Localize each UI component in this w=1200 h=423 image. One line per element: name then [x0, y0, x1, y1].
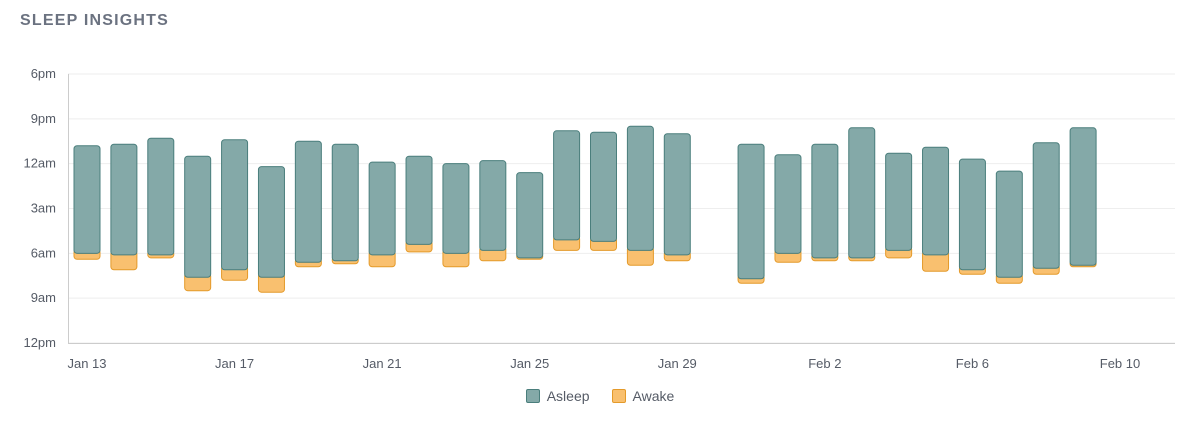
bar-asleep	[737, 143, 765, 280]
legend-swatch-asleep	[525, 389, 540, 403]
y-tick-label: 6am	[31, 245, 56, 260]
x-tick-label: Jan 17	[215, 356, 254, 371]
legend-item-awake[interactable]: Awake	[611, 388, 675, 404]
bar-asleep	[294, 140, 322, 263]
legend-swatch-awake	[611, 389, 626, 403]
bar-asleep	[811, 143, 839, 259]
x-tick-label: Feb 10	[1100, 356, 1140, 371]
x-tick-label: Feb 6	[956, 356, 989, 371]
bar-asleep	[663, 133, 691, 256]
bar-asleep	[885, 152, 913, 251]
bar-asleep	[774, 154, 802, 254]
bar-asleep	[73, 145, 101, 254]
y-tick-label: 6pm	[31, 66, 56, 81]
y-tick-label: 9am	[31, 290, 56, 305]
x-tick-label: Feb 2	[808, 356, 841, 371]
bar-asleep	[257, 166, 285, 278]
bar-asleep	[147, 137, 175, 256]
bar-asleep	[590, 131, 617, 242]
legend-item-asleep[interactable]: Asleep	[525, 388, 590, 404]
bar-asleep	[995, 170, 1023, 278]
bar-asleep	[479, 160, 507, 251]
bar-asleep	[442, 163, 470, 254]
chart-legend: Asleep Awake	[0, 388, 1200, 404]
bar-asleep	[1069, 127, 1097, 266]
y-tick-label: 9pm	[31, 111, 56, 126]
y-tick-label: 12pm	[23, 335, 56, 350]
legend-label-awake: Awake	[632, 388, 675, 404]
bar-asleep	[626, 125, 654, 251]
y-tick-label: 12am	[23, 156, 56, 171]
bar-asleep	[516, 172, 544, 259]
legend-label-asleep: Asleep	[546, 388, 590, 404]
bar-asleep	[958, 158, 986, 271]
bar-asleep	[331, 143, 359, 262]
bar-asleep	[221, 139, 249, 271]
bar-asleep	[922, 146, 950, 256]
x-tick-label: Jan 21	[363, 356, 402, 371]
x-tick-label: Jan 25	[510, 356, 549, 371]
chart-title: SLEEP INSIGHTS	[20, 12, 169, 29]
bar-asleep	[1032, 142, 1060, 269]
bar-asleep	[184, 155, 212, 278]
y-tick-label: 3am	[31, 201, 56, 216]
bar-asleep	[553, 130, 581, 241]
bar-asleep	[368, 161, 396, 256]
bar-asleep	[405, 155, 433, 245]
bar-asleep	[848, 127, 876, 259]
x-tick-label: Jan 13	[67, 356, 106, 371]
x-tick-label: Jan 29	[658, 356, 697, 371]
bar-asleep	[110, 143, 138, 256]
